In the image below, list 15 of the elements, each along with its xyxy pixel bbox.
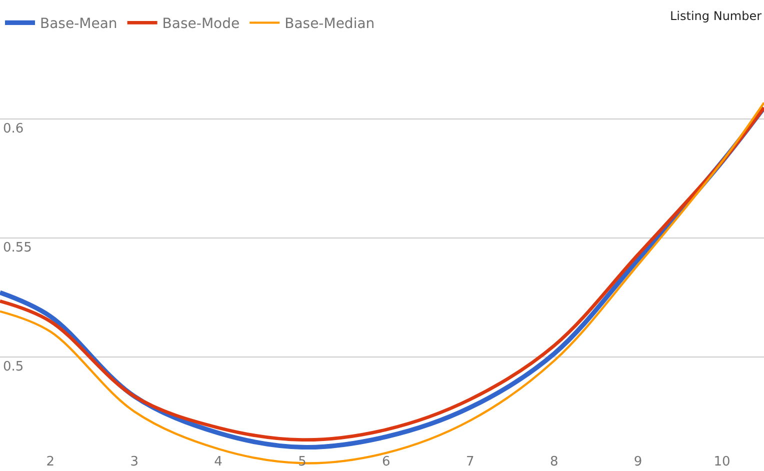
- y-tick-label: 0.5: [3, 359, 24, 374]
- legend-label: Base-Median: [284, 16, 375, 32]
- x-tick-label: 6: [382, 454, 390, 470]
- x-tick-label: 8: [550, 454, 558, 470]
- y-tick-label: 0.55: [3, 240, 32, 256]
- legend-label: Base-Mean: [40, 16, 118, 32]
- x-tick-label: 2: [46, 454, 55, 470]
- x-axis-title: Listing Number: [670, 9, 762, 23]
- x-tick-label: 9: [634, 454, 642, 470]
- y-tick-label: 0.6: [3, 122, 24, 137]
- x-tick-label: 3: [130, 454, 138, 470]
- x-tick-label: 7: [466, 454, 474, 470]
- legend-label: Base-Mode: [162, 16, 240, 32]
- x-tick-label: 4: [214, 454, 222, 470]
- x-tick-label: 10: [714, 454, 730, 470]
